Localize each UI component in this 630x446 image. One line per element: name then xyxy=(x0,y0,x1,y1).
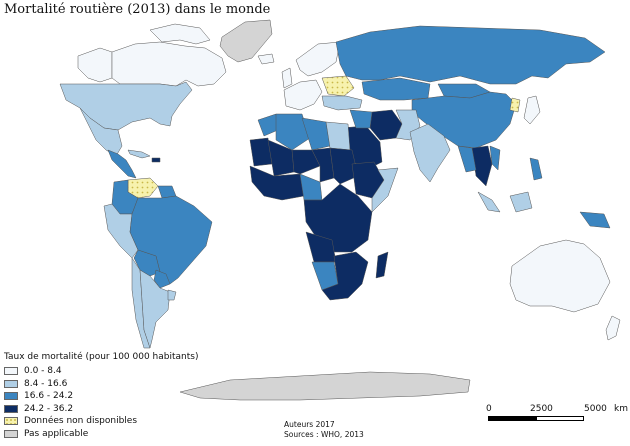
central-america xyxy=(107,149,137,179)
western-europe xyxy=(283,79,323,111)
china xyxy=(411,91,517,149)
japan xyxy=(523,95,541,125)
canada-arctic xyxy=(149,23,211,45)
legend: Taux de mortalité (pour 100 000 habitant… xyxy=(4,352,198,440)
sudan xyxy=(329,147,359,185)
legend-swatch xyxy=(4,367,18,376)
legend-item: 24.2 - 36.2 xyxy=(4,403,198,416)
scale-unit: km xyxy=(614,404,628,414)
thailand xyxy=(471,145,493,187)
legend-item: Données non disponibles xyxy=(4,415,198,428)
russia xyxy=(335,25,606,85)
new-zealand xyxy=(605,315,621,341)
scale-bar: 0 2500 5000 km xyxy=(486,404,628,421)
hispaniola xyxy=(151,157,161,163)
sources-text: Sources : WHO, 2013 xyxy=(284,429,364,439)
indonesia-borneo xyxy=(509,191,533,213)
legend-item: 0.0 - 8.4 xyxy=(4,365,198,378)
nigeria xyxy=(299,173,323,201)
myanmar xyxy=(457,145,477,173)
uruguay xyxy=(167,289,177,301)
indonesia-sumatra xyxy=(477,191,501,213)
turkey xyxy=(321,95,363,111)
papua xyxy=(579,211,611,229)
egypt xyxy=(325,121,351,151)
legend-item: 16.6 - 24.2 xyxy=(4,390,198,403)
greenland xyxy=(219,19,273,63)
legend-label: Pas applicable xyxy=(24,428,89,439)
india xyxy=(409,123,451,183)
legend-swatch xyxy=(4,429,18,438)
scale-tick-label: 2500 xyxy=(530,404,553,414)
iceland xyxy=(257,53,275,65)
paraguay xyxy=(153,269,171,289)
usa xyxy=(59,81,193,131)
antarctica xyxy=(179,371,471,401)
algeria xyxy=(275,113,311,151)
scandinavia xyxy=(295,41,341,77)
philippines xyxy=(529,157,543,181)
legend-swatch xyxy=(4,404,18,413)
chad xyxy=(311,147,335,183)
morocco xyxy=(257,113,279,137)
canada xyxy=(111,41,227,87)
authors-text: Auteurs 2017 xyxy=(284,420,335,429)
scale-segment xyxy=(536,416,584,421)
australia xyxy=(509,239,611,313)
ukraine xyxy=(321,75,355,97)
legend-label: Données non disponibles xyxy=(24,416,138,427)
kazakhstan xyxy=(361,77,431,101)
scale-tick-label: 0 xyxy=(486,404,492,414)
mali xyxy=(267,139,295,177)
southern-africa xyxy=(321,251,369,301)
map-title: Mortalité routière (2013) dans le monde xyxy=(4,2,271,17)
vietnam xyxy=(489,145,501,171)
scale-tick-label: 5000 xyxy=(584,404,607,414)
scale-segment xyxy=(488,416,536,421)
legend-swatch xyxy=(4,379,18,388)
madagascar xyxy=(375,251,389,279)
iraq xyxy=(349,109,373,129)
legend-swatch-dotted xyxy=(4,417,18,426)
credits: Auteurs 2017 Sources : WHO, 2013 xyxy=(284,420,364,439)
central-africa xyxy=(303,183,373,253)
uk xyxy=(281,67,293,89)
legend-swatch xyxy=(4,392,18,401)
legend-label: 8.4 - 16.6 xyxy=(24,378,68,389)
west-africa xyxy=(249,165,305,201)
north-korea xyxy=(509,97,521,113)
alaska xyxy=(77,47,113,83)
legend-label: 0.0 - 8.4 xyxy=(24,366,62,377)
legend-item: 8.4 - 16.6 xyxy=(4,378,198,391)
cuba xyxy=(127,149,151,159)
legend-item: Pas applicable xyxy=(4,428,198,441)
niger xyxy=(291,149,321,175)
legend-label: 16.6 - 24.2 xyxy=(24,391,74,402)
legend-title: Taux de mortalité (pour 100 000 habitant… xyxy=(4,352,199,362)
mexico xyxy=(79,107,123,157)
argentina xyxy=(139,269,171,349)
legend-label: 24.2 - 36.2 xyxy=(24,403,74,414)
